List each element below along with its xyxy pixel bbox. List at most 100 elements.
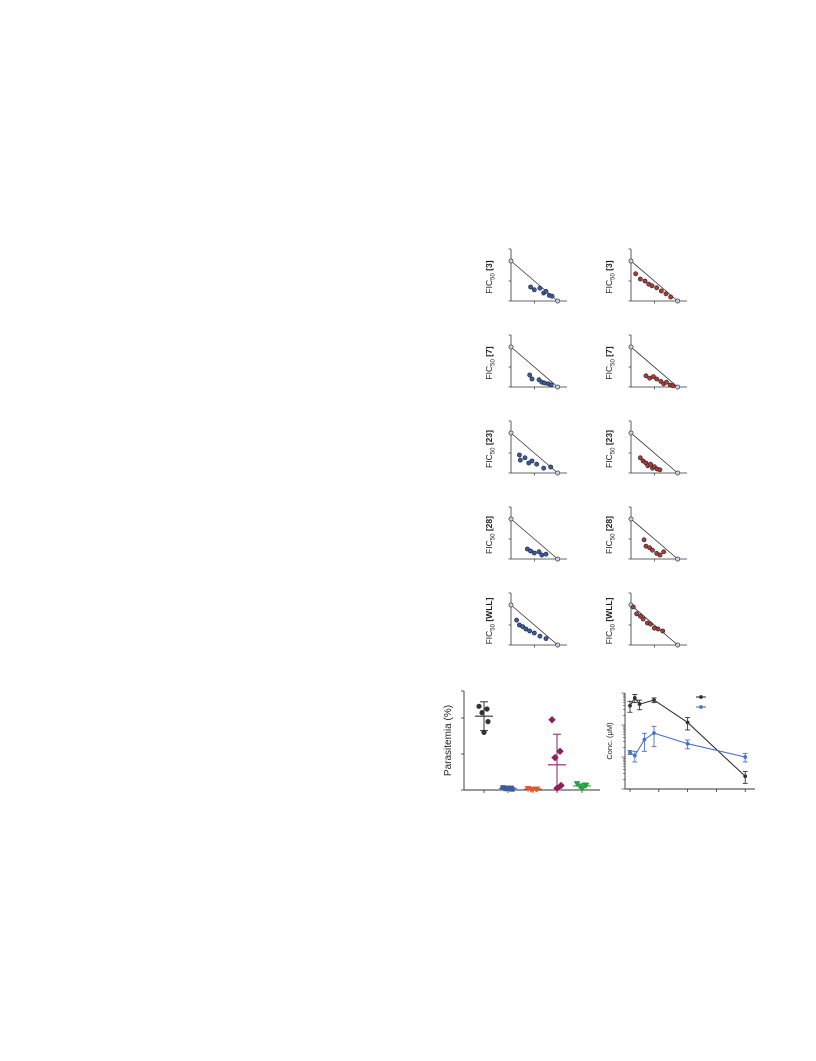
data-point (648, 621, 653, 627)
data-point (528, 284, 533, 290)
data-point (517, 457, 523, 463)
data-point (529, 376, 535, 382)
data-point (479, 709, 485, 716)
data-point (508, 516, 514, 522)
y-axis-label: Conc. (μM) (605, 722, 614, 760)
y-axis-label: FIC50 [23] (484, 430, 497, 468)
data-point (743, 755, 748, 759)
data-point (531, 550, 537, 556)
isobologram-blue-7: FIC50 [7] (484, 334, 567, 390)
data-point (531, 287, 537, 293)
legend-swatch-marker (699, 695, 703, 699)
data-point (522, 455, 528, 461)
data-point (523, 626, 529, 632)
label-prefix: FIC (484, 280, 494, 294)
y-axis-label: Parasitemia (%) (443, 705, 454, 776)
data-point (649, 283, 655, 289)
group-0 (475, 701, 493, 736)
label-prefix: FIC (484, 366, 494, 380)
data-point (642, 278, 648, 284)
data-point (628, 516, 634, 522)
series-0 (627, 694, 748, 784)
label-compound: [23] (604, 430, 614, 448)
data-point (637, 455, 643, 461)
data-point (508, 430, 514, 436)
data-point (641, 537, 647, 543)
data-point (555, 556, 561, 562)
data-point (485, 718, 491, 725)
additivity-line (630, 346, 678, 388)
data-point (628, 703, 632, 708)
data-point (537, 285, 543, 291)
data-point (548, 382, 554, 388)
data-point (664, 379, 669, 385)
data-point (685, 720, 690, 725)
data-point (654, 376, 660, 382)
y-axis-label: FIC50 [23] (604, 430, 617, 468)
data-point (555, 384, 561, 390)
data-point (670, 383, 676, 389)
additivity-line (630, 604, 678, 646)
additivity-line (630, 518, 678, 560)
data-point (505, 785, 511, 791)
data-point (582, 782, 590, 789)
data-point (508, 602, 514, 608)
data-point (652, 698, 656, 702)
data-point (534, 461, 540, 467)
label-compound: [WLL] (484, 597, 494, 624)
data-point (539, 552, 545, 558)
data-point (634, 611, 639, 617)
data-point (578, 786, 586, 793)
y-axis-label: FIC50 [7] (604, 346, 617, 379)
pharmacokinetics: Conc. (μM) (605, 692, 755, 792)
label-subscript: 50 (491, 273, 497, 280)
data-point (658, 288, 664, 294)
isobologram-red-28: FIC50 [28] (604, 506, 687, 562)
group-2 (524, 786, 542, 793)
data-point (648, 461, 653, 467)
data-point (655, 626, 661, 632)
data-point (508, 258, 514, 264)
isobologram-blue-23: FIC50 [23] (484, 420, 567, 476)
data-point (643, 373, 649, 379)
legend (696, 695, 706, 709)
label-prefix: FIC (604, 366, 614, 380)
data-point (675, 556, 681, 562)
label-compound: [3] (484, 260, 494, 273)
y-axis-label: FIC50 [28] (484, 516, 497, 554)
isobologram-red-23: FIC50 [23] (604, 420, 687, 476)
label-compound: [3] (604, 260, 614, 273)
data-point (651, 374, 656, 379)
label-subscript: 50 (611, 533, 617, 540)
additivity-line (510, 346, 558, 388)
isobologram-blue-WLL: FIC50 [WLL] (484, 592, 567, 648)
data-point (576, 783, 584, 790)
data-point (543, 636, 549, 641)
y-axis-label: FIC50 [WLL] (484, 597, 497, 644)
y-axis-label: FIC50 [3] (604, 260, 617, 293)
data-point (555, 642, 561, 648)
data-point (640, 616, 646, 622)
label-prefix: FIC (604, 540, 614, 554)
group-1 (499, 785, 517, 792)
label-subscript: 50 (491, 533, 497, 540)
data-point (517, 452, 522, 458)
data-point (481, 729, 487, 736)
data-point (548, 464, 554, 470)
isobologram-red-WLL: FIC50 [WLL] (604, 592, 687, 648)
label-compound: [7] (604, 346, 614, 359)
data-point (527, 372, 533, 378)
label-compound: [7] (484, 346, 494, 359)
data-point (675, 384, 681, 390)
label-compound: [WLL] (604, 597, 614, 624)
y-axis-label: FIC50 [28] (604, 516, 617, 554)
data-point (628, 344, 634, 350)
additivity-line (510, 604, 558, 646)
data-point (660, 628, 666, 634)
label-subscript: 50 (491, 359, 497, 366)
data-point (637, 702, 642, 706)
data-point (528, 548, 533, 554)
data-point (661, 549, 667, 555)
additivity-line (630, 432, 678, 474)
